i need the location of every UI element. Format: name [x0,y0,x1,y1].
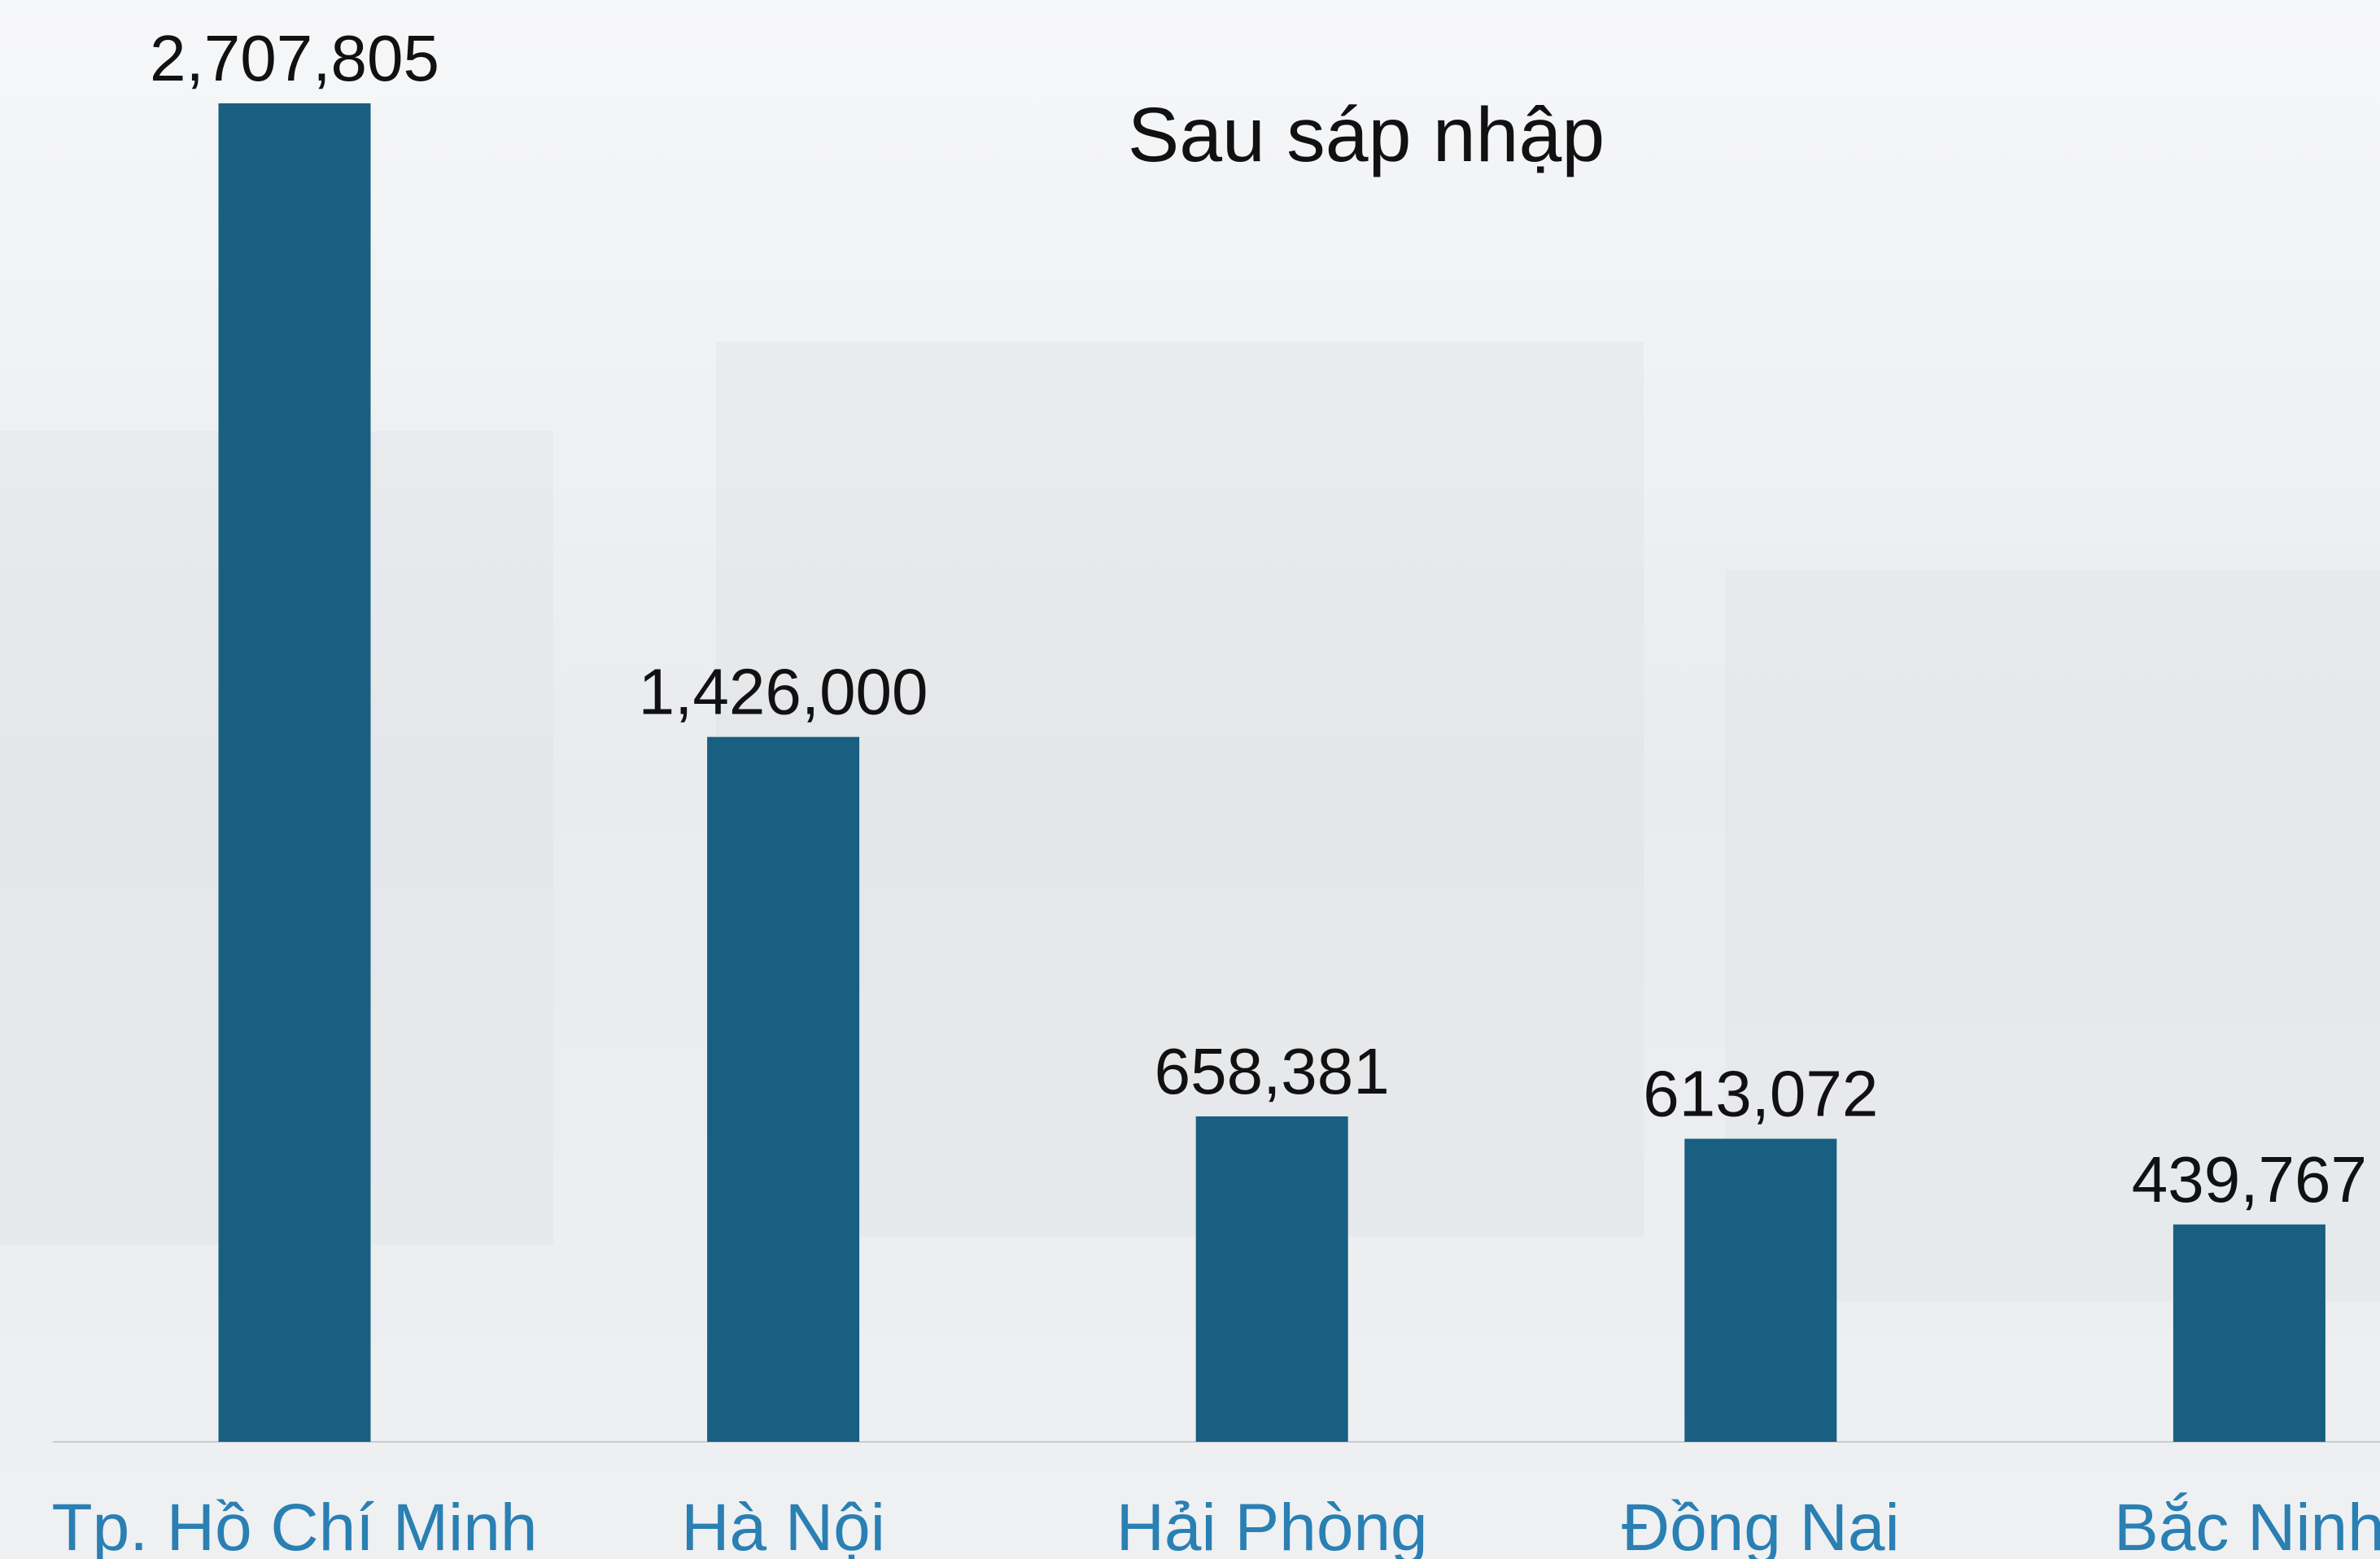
chart-title: Sau sáp nhập [1128,92,1605,178]
data-label: 658,381 [1155,1035,1390,1107]
bar [2173,1224,2325,1442]
bar [1195,1116,1348,1442]
x-tick-label: Bắc Ninh [2114,1491,2380,1559]
x-tick-label: Hà Nội [681,1491,885,1559]
data-label: 613,072 [1643,1058,1878,1130]
bar [707,736,860,1442]
bar [218,103,371,1442]
x-tick-label: Đồng Nai [1622,1491,1900,1559]
data-label: 2,707,805 [150,22,439,94]
data-label: 1,426,000 [639,656,928,728]
bar [1684,1138,1837,1442]
x-tick-label: Hải Phòng [1116,1491,1428,1559]
data-label: 439,767 [2132,1143,2367,1216]
x-tick-label: Tp. Hồ Chí Minh [52,1491,538,1559]
